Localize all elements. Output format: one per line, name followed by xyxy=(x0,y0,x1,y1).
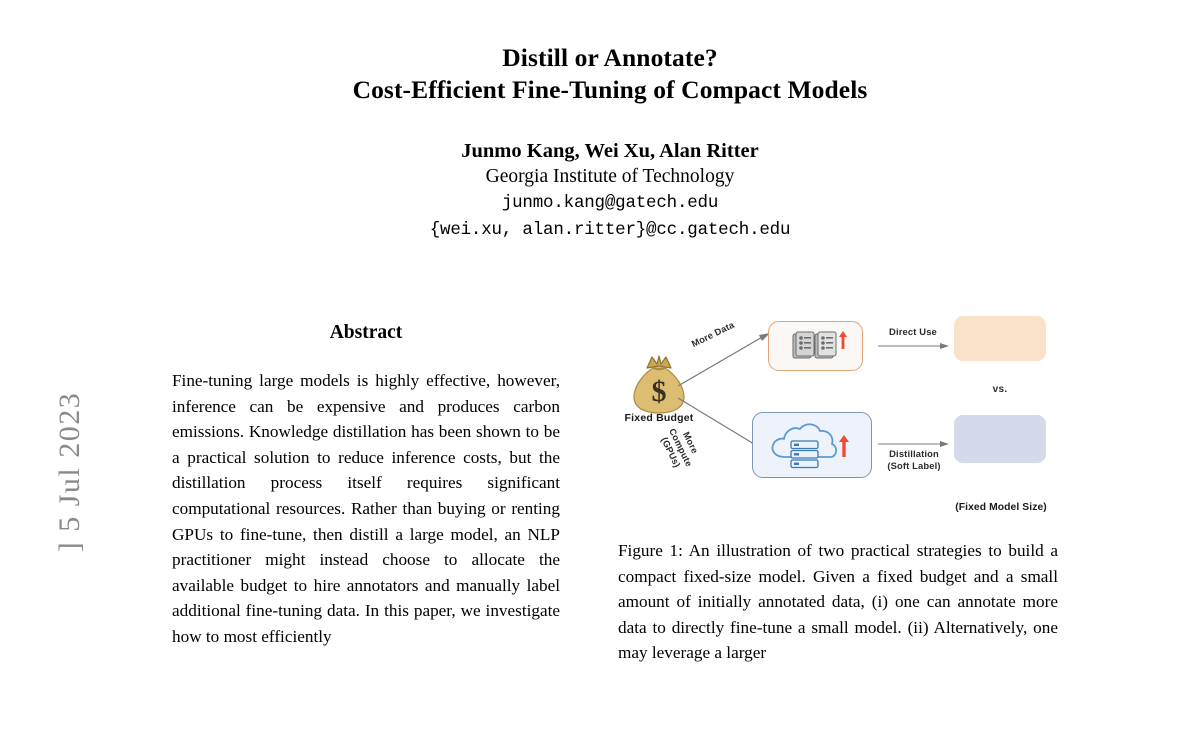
distillation-label: Distillation (Soft Label) xyxy=(876,448,952,471)
branch-arrow-more-data xyxy=(676,328,776,390)
abstract-heading: Abstract xyxy=(329,322,403,343)
email-secondary: {wei.xu, alan.ritter}@cc.gatech.edu xyxy=(429,220,791,240)
result-box-direct xyxy=(954,316,1046,361)
affiliation: Georgia Institute of Technology xyxy=(485,166,735,187)
author-block: Junmo Kang, Wei Xu, Alan Ritter Georgia … xyxy=(170,138,1050,244)
distillation-line-2: (Soft Label) xyxy=(887,459,941,471)
figure-1-diagram: $ Fixed Budget More Data More Co xyxy=(618,300,1058,532)
direct-use-label: Direct Use xyxy=(889,326,937,337)
title-line-2: Cost-Efficient Fine-Tuning of Compact Mo… xyxy=(352,75,868,104)
vs-label: vs. xyxy=(992,384,1008,395)
direct-use-arrow xyxy=(878,338,950,349)
result-box-distilled xyxy=(954,415,1046,463)
cloud-server-icon xyxy=(771,423,849,469)
paper-page: Distill or Annotate? Cost-Efficient Fine… xyxy=(170,42,1058,662)
fixed-budget-label: Fixed Budget xyxy=(624,412,694,424)
abstract-column: Abstract Fine-tuning large models is hig… xyxy=(172,322,560,650)
author-names: Junmo Kang, Wei Xu, Alan Ritter xyxy=(461,140,759,162)
page-title: Distill or Annotate? Cost-Efficient Fine… xyxy=(170,42,1050,106)
abstract-body: Fine-tuning large models is highly effec… xyxy=(172,371,560,646)
title-line-1: Distill or Annotate? xyxy=(502,43,718,72)
more-compute-box xyxy=(752,412,872,478)
documents-icon xyxy=(792,331,847,359)
red-up-arrow-icon xyxy=(839,331,847,349)
more-data-box xyxy=(768,321,863,371)
fixed-model-size-label: (Fixed Model Size) xyxy=(955,502,1047,513)
figure-column: $ Fixed Budget More Data More Co xyxy=(618,300,1058,532)
svg-text:$: $ xyxy=(652,375,667,408)
email-primary: junmo.kang@gatech.edu xyxy=(501,193,719,213)
distillation-line-1: Distillation xyxy=(889,448,939,459)
red-up-arrow-icon xyxy=(839,435,849,457)
distillation-arrow xyxy=(878,436,950,447)
figure-caption: Figure 1: An illustration of two practic… xyxy=(618,541,1058,663)
